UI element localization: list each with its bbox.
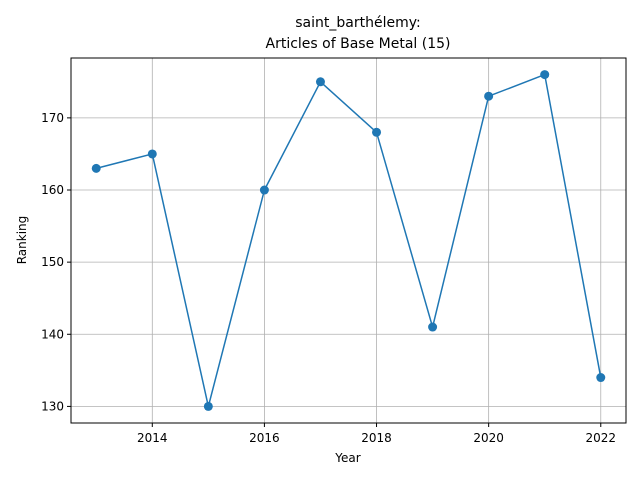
data-point: [315, 77, 325, 87]
y-tick-label: 160: [41, 183, 64, 197]
y-tick-label: 140: [41, 327, 64, 341]
data-point: [259, 185, 269, 195]
data-point: [372, 127, 382, 137]
chart-title: saint_barthélemy:: [295, 15, 420, 31]
x-tick-label: 2014: [137, 431, 168, 445]
x-tick-label: 2022: [585, 431, 616, 445]
data-point: [147, 149, 157, 159]
grid: [71, 58, 626, 423]
data-point: [203, 401, 213, 411]
y-tick-label: 150: [41, 255, 64, 269]
plot-frame: [70, 57, 627, 424]
y-tick-label: 170: [41, 111, 64, 125]
data-point: [428, 322, 438, 332]
y-tick-label: 130: [41, 399, 64, 413]
y-axis-label: Ranking: [15, 216, 29, 265]
chart-subtitle: Articles of Base Metal (15): [266, 36, 451, 52]
data-point: [540, 70, 550, 80]
data-point: [484, 91, 494, 101]
series-line: [96, 73, 602, 408]
data-point: [596, 373, 606, 383]
series-layer: [91, 70, 606, 411]
axis-ticks: 2014 2016 2018 2020 2022 130 140 150 160 170: [41, 111, 616, 445]
x-tick-label: 2018: [361, 431, 392, 445]
x-tick-label: 2016: [249, 431, 280, 445]
x-tick-label: 2020: [473, 431, 504, 445]
x-axis-label: Year: [334, 451, 360, 465]
data-point: [91, 163, 101, 173]
